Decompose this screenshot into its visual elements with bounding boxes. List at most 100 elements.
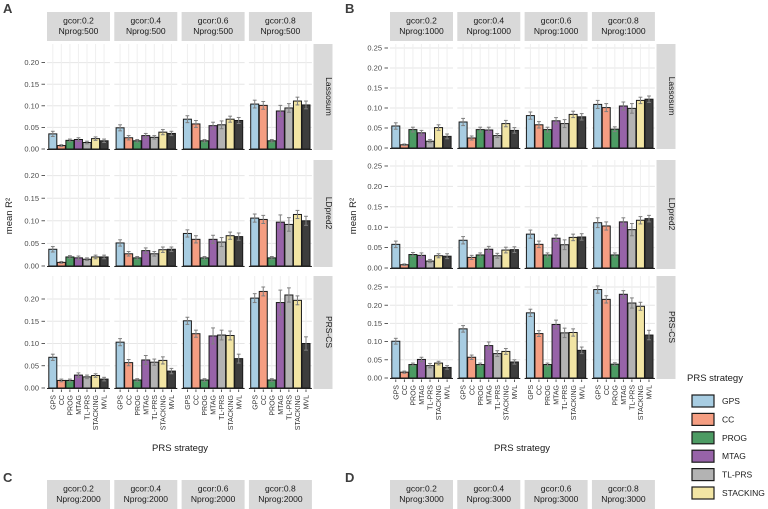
y-tick-label: 0.05 <box>367 243 382 252</box>
y-tick-label: 0.05 <box>367 124 382 133</box>
row-strip <box>313 44 333 150</box>
facet-strip <box>47 480 110 509</box>
panel-letter-d: D <box>345 470 354 485</box>
bar-mvl <box>234 119 244 150</box>
x-category-label: TL-PRS <box>152 395 159 420</box>
y-tick-label: 0.00 <box>367 264 382 273</box>
x-category-label: MTAG <box>621 385 628 405</box>
x-category-label: TL-PRS <box>562 385 569 410</box>
row-strip <box>313 276 333 389</box>
facet-strip-label-gcor: gcor:0.8 <box>265 484 296 494</box>
x-category-label: GPS <box>595 385 602 400</box>
x-category-label: STACKING <box>228 395 235 430</box>
x-category-label: PROG <box>135 395 142 416</box>
bar-gps <box>250 297 260 389</box>
bar-mtag <box>618 221 628 269</box>
x-category-label: STACKING <box>93 395 100 430</box>
x-category-label: MVL <box>102 395 109 410</box>
facet-strip <box>524 12 588 41</box>
bar-mvl <box>644 98 654 149</box>
legend-label: MTAG <box>722 451 746 461</box>
facet-strip-label-gcor: gcor:0.6 <box>541 484 572 494</box>
x-category-label: TL-PRS <box>85 395 92 420</box>
bar-tl-prs <box>284 294 294 389</box>
y-tick-label: 0.15 <box>367 84 382 93</box>
y-tick-label: 0.00 <box>367 144 382 153</box>
y-tick-label: 0.10 <box>24 339 39 348</box>
panel-c: gcor:0.2Nprog:2000gcor:0.4Nprog:2000gcor… <box>47 480 312 509</box>
facet-strip-label-nprog: Nprog:1000 <box>399 26 444 36</box>
bar-stacking <box>501 350 511 379</box>
x-category-label: GPS <box>461 385 468 400</box>
bar-stacking <box>292 213 302 267</box>
bar-cc <box>601 298 611 379</box>
facet-strip-label-gcor: gcor:0.8 <box>608 484 639 494</box>
facet-strip <box>47 12 110 41</box>
facet-strip-label-nprog: Nprog:2000 <box>191 494 236 504</box>
facet-strip-label-gcor: gcor:0.8 <box>265 16 296 26</box>
y-tick-label: 0.20 <box>24 171 39 180</box>
legend-title: PRS strategy <box>687 373 743 384</box>
bar-cc <box>601 225 611 269</box>
bar-stacking <box>225 334 235 389</box>
bar-stacking <box>158 359 168 389</box>
legend-label: GPS <box>722 396 740 406</box>
y-tick-label: 0.10 <box>367 223 382 232</box>
facet-strip-label-nprog: Nprog:2000 <box>258 494 303 504</box>
bar-stacking <box>568 332 578 379</box>
x-category-label: CC <box>126 395 133 405</box>
bar-cc <box>467 356 477 379</box>
legend-swatch-tl-prs <box>691 468 715 482</box>
bar-stacking <box>635 219 645 269</box>
x-category-label: GPS <box>393 385 400 400</box>
facet-strip-label-nprog: Nprog:500 <box>193 26 233 36</box>
facet-strip-label-gcor: gcor:0.6 <box>198 484 229 494</box>
bar-mvl <box>644 218 654 269</box>
y-tick-label: 0.20 <box>367 301 382 310</box>
row-strip <box>656 44 676 149</box>
x-category-label: MVL <box>647 385 654 400</box>
bar-prog <box>543 364 552 379</box>
x-category-label: MVL <box>512 385 519 400</box>
facet-strip-label-nprog: Nprog:3000 <box>601 494 646 504</box>
bar-gps <box>593 222 603 269</box>
y-tick-label: 0.05 <box>367 355 382 364</box>
panel-b: gcor:0.2Nprog:1000gcor:0.4Nprog:1000gcor… <box>367 12 677 420</box>
bar-gps <box>182 320 192 389</box>
legend-swatch-cc <box>691 412 715 426</box>
panel-letter-c: C <box>3 470 13 485</box>
x-category-label: STACKING <box>571 385 578 420</box>
x-category-label: MTAG <box>76 395 83 415</box>
bar-gps <box>115 341 125 389</box>
x-category-label: PROG <box>411 385 418 406</box>
facet-strip <box>591 12 655 41</box>
bar-gps <box>391 340 401 379</box>
panel-d: gcor:0.2Nprog:3000gcor:0.4Nprog:3000gcor… <box>390 480 655 509</box>
bar-stacking <box>292 299 302 389</box>
bar-gps <box>182 118 192 150</box>
y-tick-label: 0.05 <box>24 239 39 248</box>
y-tick-label: 0.20 <box>367 182 382 191</box>
facet-strip-label-nprog: Nprog:3000 <box>534 494 579 504</box>
bar-cc <box>191 333 201 389</box>
row-strip-label: Lassosum <box>667 77 677 116</box>
facet-strip-label-nprog: Nprog:3000 <box>399 494 444 504</box>
y-tick-label: 0.00 <box>24 262 39 271</box>
bar-gps <box>525 115 535 149</box>
bar-stacking <box>225 235 235 267</box>
x-category-label: GPS <box>252 395 259 410</box>
row-strip-label: Lassosum <box>324 77 334 116</box>
bar-mtag <box>484 345 494 379</box>
x-category-label: MTAG <box>143 395 150 415</box>
x-category-label: PROG <box>612 385 619 406</box>
bar-mtag <box>618 105 628 149</box>
x-category-label: MVL <box>236 395 243 410</box>
bar-tl-prs <box>627 107 637 149</box>
facet-strip-label-nprog: Nprog:2000 <box>124 494 169 504</box>
bar-gps <box>525 233 535 269</box>
bar-cc <box>258 218 268 267</box>
bar-gps <box>593 289 603 379</box>
x-category-label: CC <box>402 385 409 395</box>
legend: GPS CC PROG MTAG TL-PRS STACKING <box>691 394 765 500</box>
bar-mvl <box>644 334 654 379</box>
